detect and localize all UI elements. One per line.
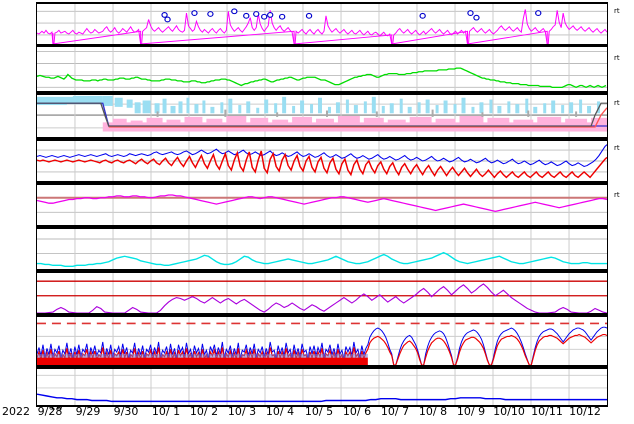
pflux-red-fill-base bbox=[37, 357, 368, 365]
panel-dst-svg bbox=[37, 185, 607, 225]
panel-wind-temp-density bbox=[36, 93, 608, 139]
series-ae-index bbox=[37, 251, 607, 267]
scatter-gray-noise bbox=[156, 109, 578, 117]
panel-ae-index bbox=[36, 227, 608, 271]
day-gridlines bbox=[74, 273, 570, 313]
right-tag-3: rt bbox=[614, 99, 620, 107]
panel-imf-bz-bt bbox=[36, 139, 608, 183]
series-imf-bz bbox=[37, 150, 607, 179]
day-gridlines bbox=[74, 185, 570, 225]
panel-imf-svg bbox=[37, 141, 607, 181]
panel-pflux-svg bbox=[37, 317, 607, 365]
panel-wind-svg bbox=[37, 47, 607, 91]
xaxis-tick-14: 10/12 bbox=[569, 405, 601, 418]
panel-proton-flux-low bbox=[36, 367, 608, 407]
xaxis-tick-5: 10/ 3 bbox=[227, 405, 257, 418]
xaxis-year-label: 2022 bbox=[2, 405, 30, 418]
xaxis-tick-13: 10/11 bbox=[531, 405, 563, 418]
panel-ae-svg bbox=[37, 229, 607, 269]
right-tag-2: rt bbox=[614, 54, 620, 62]
panel-proton-flux-mid bbox=[36, 315, 608, 367]
xaxis-tick-0: 9/28 bbox=[37, 405, 63, 418]
gridlines bbox=[37, 51, 607, 88]
series-dst bbox=[37, 194, 607, 213]
xaxis-tick-2: 9/30 bbox=[113, 405, 139, 418]
series-xray-baseline bbox=[52, 30, 548, 44]
model-line-A bbox=[108, 107, 607, 128]
gridlines bbox=[37, 238, 607, 254]
xaxis-tick-1: 9/29 bbox=[75, 405, 101, 418]
panel-xray-svg bbox=[37, 4, 607, 44]
xaxis-tick-7: 10/ 5 bbox=[304, 405, 334, 418]
gridlines bbox=[37, 10, 607, 36]
series-electron-flux bbox=[37, 283, 607, 313]
panel-dst-index bbox=[36, 183, 608, 227]
right-tag-5: rt bbox=[614, 191, 620, 199]
series-wind-speed bbox=[37, 67, 607, 89]
xaxis-tick-6: 10/ 4 bbox=[265, 405, 295, 418]
xaxis-tick-4: 10/ 2 bbox=[189, 405, 219, 418]
series-imf-bt bbox=[37, 144, 607, 168]
panel-xray-flux bbox=[36, 2, 608, 46]
panel-lowflux-svg bbox=[37, 369, 607, 405]
xaxis-tick-11: 10/ 9 bbox=[456, 405, 486, 418]
panel-temp-svg bbox=[37, 95, 607, 137]
xaxis-tick-10: 10/ 8 bbox=[418, 405, 448, 418]
gridlines bbox=[37, 374, 607, 389]
pflux-blue-fill-base bbox=[37, 353, 368, 358]
series-low-proton-flux bbox=[37, 393, 607, 403]
panel-solar-wind-speed bbox=[36, 45, 608, 93]
day-gridlines bbox=[74, 4, 570, 44]
series-pflux-blue-noise bbox=[37, 326, 607, 365]
right-tag-1: rt bbox=[614, 7, 620, 15]
model-step-gray bbox=[37, 102, 607, 127]
panel-eflux-svg bbox=[37, 273, 607, 313]
day-gridlines bbox=[74, 229, 570, 269]
xaxis-tick-8: 10/ 6 bbox=[342, 405, 372, 418]
day-gridlines bbox=[74, 369, 570, 405]
right-tag-4: rt bbox=[614, 144, 620, 152]
flare-markers bbox=[161, 8, 542, 23]
xaxis-tick-9: 10/ 7 bbox=[380, 405, 410, 418]
series-xray-long bbox=[37, 9, 607, 44]
scatter-temperature bbox=[37, 95, 601, 114]
xaxis-tick-12: 10/10 bbox=[493, 405, 525, 418]
xaxis-tick-3: 10/ 1 bbox=[151, 405, 181, 418]
day-gridlines bbox=[74, 47, 570, 91]
panel-electron-flux bbox=[36, 271, 608, 315]
